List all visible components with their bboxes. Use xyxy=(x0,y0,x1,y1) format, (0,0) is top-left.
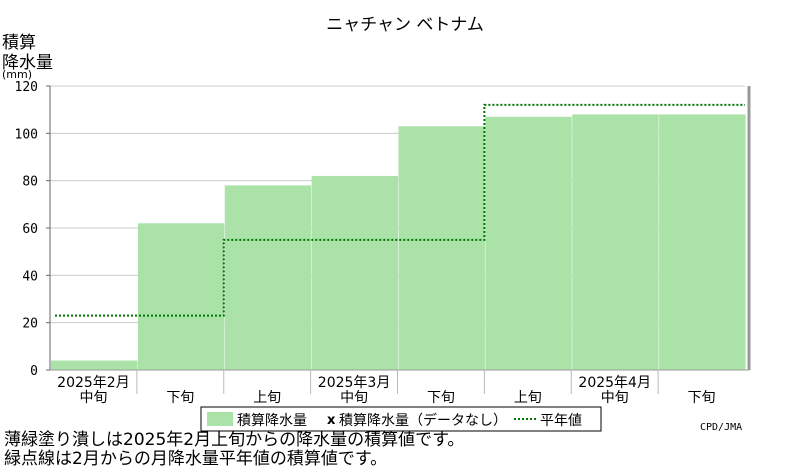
y-axis-label-line2: 降水量 xyxy=(2,53,53,73)
observed-area xyxy=(51,114,746,371)
legend-swatch-observed xyxy=(207,412,233,426)
x-dekad-label-2: 上旬 xyxy=(253,390,281,406)
note-fill: 薄緑塗り潰しは2025年2月上旬からの降水量の積算値です。 xyxy=(4,430,465,450)
x-dekad-label-3: 中旬 xyxy=(340,390,368,406)
y-tick-label-60: 60 xyxy=(22,222,38,237)
observed-step-5 xyxy=(485,116,572,371)
chart-title: ニャチャン ベトナム xyxy=(326,15,484,35)
x-dekad-label-1: 下旬 xyxy=(166,390,194,406)
observed-step-2 xyxy=(224,185,312,370)
observed-step-3 xyxy=(311,175,398,370)
x-dekad-label-0: 中旬 xyxy=(79,390,107,406)
legend-marker-x: x xyxy=(327,413,336,428)
legend-label-observed: 積算降水量 xyxy=(237,413,307,429)
credit-label: CPD/JMA xyxy=(700,422,742,432)
x-month-label-2: 2025年4月 xyxy=(578,375,651,391)
legend: 積算降水量 x 積算降水量（データなし） 平年値 xyxy=(200,406,602,432)
observed-step-7 xyxy=(659,114,746,371)
x-month-label-0: 2025年2月 xyxy=(57,375,130,391)
legend-label-normal: 平年値 xyxy=(540,413,582,429)
x-dekad-label-7: 下旬 xyxy=(688,390,716,406)
y-tick-label-20: 20 xyxy=(22,317,38,332)
precipitation-chart: ニャチャン ベトナム 積算 降水量 (mm) 0 20 40 60 80 100 120 中… xyxy=(2,15,751,432)
x-axis: 中旬 下旬 上旬 中旬 下旬 上旬 中旬 下旬 2025年2月 2025年3月 2025年4月 xyxy=(57,370,716,406)
legend-label-nodata: 積算降水量（データなし） xyxy=(339,412,507,429)
x-dekad-label-6: 中旬 xyxy=(601,390,629,406)
y-ticks: 0 20 40 60 80 100 120 xyxy=(15,80,50,379)
y-axis-unit: (mm) xyxy=(2,68,32,81)
chart-notes: 薄緑塗り潰しは2025年2月上旬からの降水量の積算値です。 緑点線は2月からの月… xyxy=(4,431,464,469)
y-tick-label-80: 80 xyxy=(22,175,38,190)
y-tick-label-40: 40 xyxy=(22,269,38,284)
observed-step-6 xyxy=(572,114,659,371)
note-dotted: 緑点線は2月からの月降水量平年値の積算値です。 xyxy=(4,449,388,469)
observed-step-4 xyxy=(398,126,485,370)
y-tick-label-100: 100 xyxy=(15,127,38,142)
observed-step-0 xyxy=(51,360,138,370)
observed-step-1 xyxy=(137,223,225,370)
y-axis-label-line1: 積算 xyxy=(2,33,36,53)
y-tick-label-120: 120 xyxy=(15,80,38,95)
x-dekad-label-4: 下旬 xyxy=(427,390,455,406)
x-month-label-1: 2025年3月 xyxy=(318,375,391,391)
x-dekad-label-5: 上旬 xyxy=(514,390,542,406)
y-tick-label-0: 0 xyxy=(30,364,38,379)
